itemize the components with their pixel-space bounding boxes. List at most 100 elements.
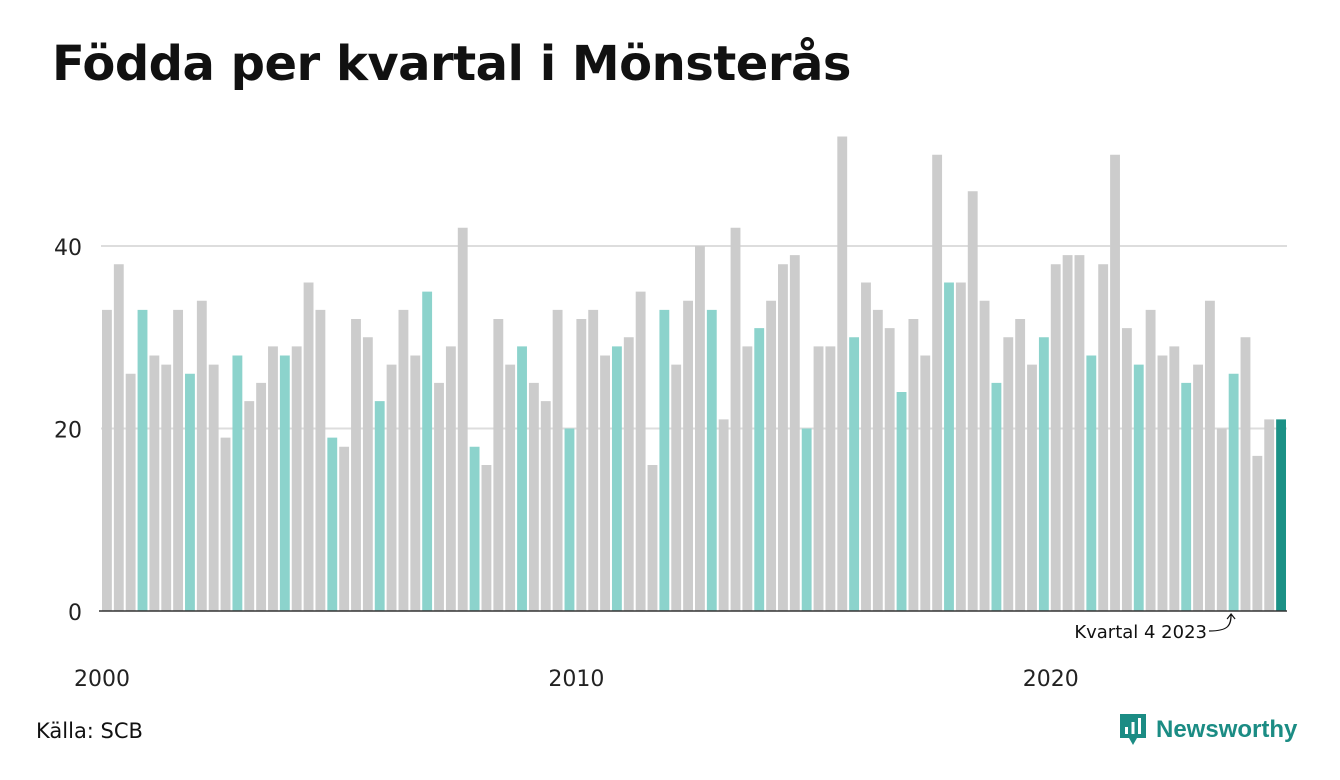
bar [517, 346, 527, 612]
bar [457, 227, 468, 611]
bar [861, 282, 871, 611]
bar [1264, 419, 1275, 612]
bar [813, 346, 824, 612]
bar [1216, 428, 1227, 611]
bar [647, 465, 658, 611]
bar [695, 246, 705, 611]
bar [718, 419, 729, 612]
bar [683, 300, 693, 611]
bar [137, 309, 148, 612]
bar [635, 291, 646, 612]
bar [1169, 346, 1180, 612]
bar [908, 319, 919, 611]
bar [327, 437, 338, 612]
bar [1062, 255, 1073, 612]
bar [1133, 364, 1144, 612]
bar [1015, 319, 1026, 611]
x-axis-ticks: 2000 2010 2020 [74, 667, 1079, 692]
bars [102, 136, 1286, 612]
bar [1050, 264, 1061, 611]
brand-logo: Newsworthy [1118, 712, 1297, 748]
bar [920, 355, 931, 611]
bar [1098, 264, 1109, 611]
bar [268, 346, 278, 612]
bar [1145, 309, 1156, 612]
bar-chart: 0 20 40 2000 2010 2020 Kvartal 4 2023 [54, 136, 1287, 692]
bar [1276, 419, 1286, 612]
bar [611, 346, 622, 612]
bar [279, 355, 290, 611]
bar [493, 319, 504, 611]
bar [955, 282, 966, 611]
gridlines [101, 245, 1287, 430]
bar [149, 355, 160, 611]
bar [1003, 337, 1014, 611]
annotation: Kvartal 4 2023 [1074, 613, 1236, 643]
newsworthy-icon [1120, 714, 1146, 745]
bar [671, 364, 682, 612]
bar [884, 328, 895, 612]
bar [398, 309, 409, 612]
bar [706, 309, 717, 612]
bar [944, 282, 954, 611]
bar [659, 309, 670, 612]
bar [125, 373, 136, 611]
y-axis-ticks: 0 20 40 [54, 236, 82, 626]
bar [315, 309, 326, 612]
bar [185, 373, 195, 611]
bar [789, 255, 800, 612]
bar [1181, 382, 1192, 612]
bar [778, 264, 788, 611]
bar [1240, 337, 1251, 611]
chart-title: Födda per kvartal i Mönsterås [52, 36, 852, 92]
bar [196, 300, 207, 611]
bar [896, 392, 907, 611]
bar [540, 401, 551, 612]
bar [576, 319, 587, 611]
bar [351, 319, 361, 611]
annotation-label: Kvartal 4 2023 [1074, 622, 1207, 643]
bar [600, 355, 610, 611]
bar [113, 264, 124, 611]
bar [872, 309, 883, 612]
x-tick-label: 2000 [74, 667, 130, 692]
bar [825, 346, 836, 612]
bar [552, 309, 563, 612]
bar [339, 446, 350, 611]
y-tick-label: 0 [68, 601, 82, 626]
bar [991, 382, 1002, 612]
bar [303, 282, 314, 611]
bar [232, 355, 243, 611]
bar [102, 309, 112, 612]
bar [967, 191, 978, 611]
source-label: Källa: SCB [36, 719, 143, 743]
bar [481, 465, 492, 611]
y-tick-label: 20 [54, 419, 82, 444]
x-tick-label: 2020 [1023, 667, 1079, 692]
bar [505, 364, 516, 612]
bar [1157, 355, 1168, 611]
bar [837, 136, 848, 611]
bar [291, 346, 302, 612]
bar [434, 382, 444, 612]
x-tick-label: 2010 [548, 667, 604, 692]
bar [220, 437, 231, 612]
bar [979, 300, 990, 611]
bar [1121, 328, 1132, 612]
bar [422, 291, 433, 612]
bar [208, 364, 219, 612]
bar [754, 328, 765, 612]
bar [256, 382, 267, 612]
bar [1027, 364, 1037, 612]
bar [623, 337, 634, 611]
bar [1193, 364, 1203, 612]
bar [386, 364, 397, 612]
bar [161, 364, 172, 612]
bar [1086, 355, 1097, 611]
bar [1074, 255, 1085, 612]
bar [445, 346, 456, 612]
bar [564, 428, 575, 611]
bar [588, 309, 599, 612]
bar [849, 337, 860, 611]
bar [1110, 154, 1120, 611]
